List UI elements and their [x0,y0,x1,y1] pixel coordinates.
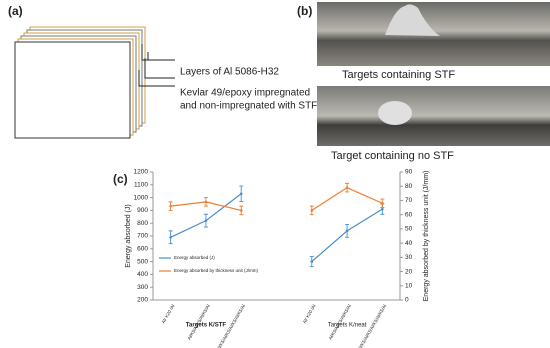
marker [345,186,349,189]
marker [381,207,384,211]
layer-stack [14,26,146,139]
y-tick-label: 1100 [134,182,148,189]
marker [310,209,314,212]
marker [310,260,314,263]
chart: 200 300 400 500 600 700 800 900 1000 1100 1200 0 10 2… [125,169,430,348]
kevlar-label: and non-impregnated with STF [180,101,317,112]
kevlar-label: Kevlar 49/epoxy impregnated [180,88,310,99]
layers-label: Layers of Al 5086-H32 [180,67,279,78]
marker [239,209,243,212]
y2-tick-label: 80 [405,183,413,190]
legend-label: Energy absorbed (J) [174,255,215,260]
group-label: Targets K/STF [186,323,227,329]
y-tick-label: 200 [137,297,148,304]
x-tick-label: Al/ K20 /Al [161,304,176,325]
y2-tick-label: 0 [405,297,409,304]
y-tick-label: 600 [137,246,148,253]
y-tick-label: 300 [137,284,148,291]
marker [204,200,208,204]
leader-lines [138,44,175,87]
y2-tick-label: 90 [405,169,413,176]
y-tick-label: 1200 [134,169,149,176]
marker [345,229,349,233]
y-tick-label: 700 [137,233,148,240]
y-tick-label: 400 [137,271,148,278]
panel-label: (c) [113,172,128,186]
y2-tick-label: 50 [405,226,413,233]
y2-tick-label: 10 [405,282,413,289]
y-axis-title: Energy absorbed (J) [125,204,132,267]
photo-bulge [385,4,440,37]
y2-tick-label: 60 [405,211,413,218]
y2-tick-label: 40 [405,240,413,247]
y2-tick-label: 30 [405,254,413,261]
y-tick-label: 1000 [134,194,149,201]
marker [204,219,208,222]
photo-bulge [378,101,412,125]
caption: Targets containing STF [342,69,455,81]
marker [169,204,172,208]
y2-tick-label: 70 [405,197,413,204]
x-tick-label: Al/ K20 /Al [302,304,317,325]
y-tick-label: 500 [137,258,148,265]
photo [317,86,550,146]
legend-label: Energy absorbed by thickness unit (J/mm) [174,268,259,273]
group-label: Targets K/neat [328,323,367,329]
y-tick-label: 900 [137,207,148,214]
marker [239,192,243,196]
panel-label: (a) [8,4,23,18]
y2-tick-label: 20 [405,268,413,275]
caption: Target containing no STF [331,150,454,162]
marker [381,201,384,205]
y2-axis-title: Energy absorbed by thickness unit (J/mm) [423,171,430,302]
marker [169,235,172,239]
y-tick-label: 800 [137,220,148,227]
panel-label: (b) [297,4,312,18]
